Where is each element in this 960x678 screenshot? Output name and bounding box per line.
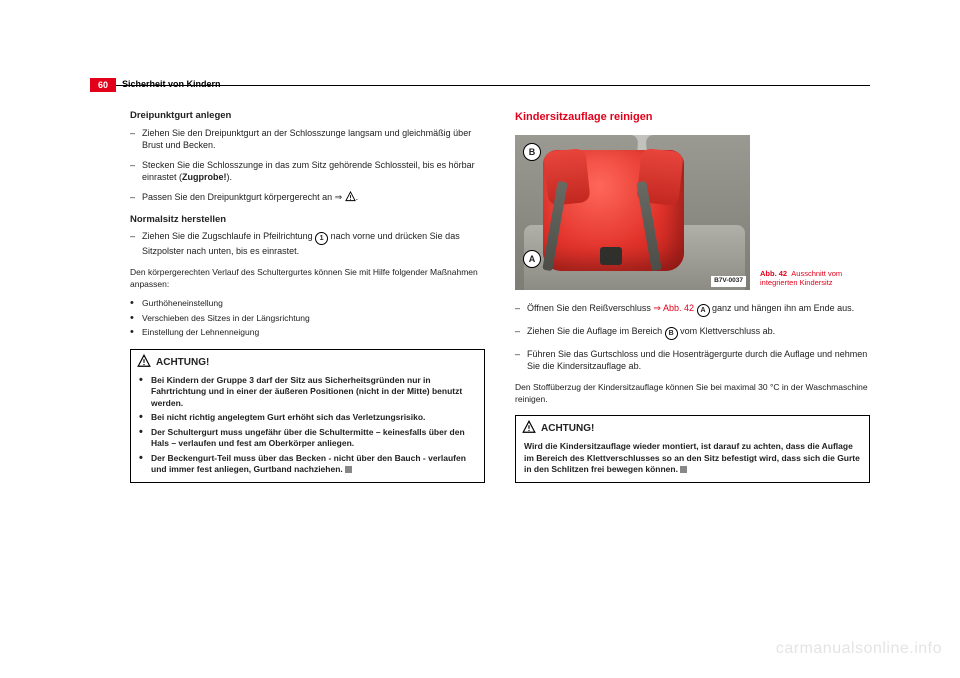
text: Ziehen Sie die Zugschlaufe in Pfeilricht… bbox=[142, 231, 315, 241]
text: . bbox=[356, 192, 359, 202]
figure-marker-b: B bbox=[523, 143, 541, 161]
warning-box-body: Wird die Kindersitzauflage wieder montie… bbox=[516, 439, 869, 481]
marker-circled: 1 bbox=[315, 232, 328, 245]
left-column: Dreipunktgurt anlegen Ziehen Sie den Dre… bbox=[130, 110, 485, 628]
heading-dreipunktgurt: Dreipunktgurt anlegen bbox=[130, 110, 485, 123]
paragraph: Den Stoffüberzug der Kindersitzauflage k… bbox=[515, 382, 870, 405]
end-mark-icon bbox=[345, 466, 352, 473]
paragraph: Den körpergerechten Verlauf des Schulter… bbox=[130, 267, 485, 290]
list-item: Ziehen Sie die Zugschlaufe in Pfeilricht… bbox=[130, 230, 485, 257]
bullet-item: Verschieben des Sitzes in der Längsricht… bbox=[130, 313, 485, 324]
list-item: Führen Sie das Gurtschloss und die Hosen… bbox=[515, 348, 870, 372]
warning-box-body: Bei Kindern der Gruppe 3 darf der Sitz a… bbox=[131, 373, 484, 482]
list-item: Öffnen Sie den Reißverschluss ⇒ Abb. 42 … bbox=[515, 302, 870, 317]
marker-circled: A bbox=[697, 304, 710, 317]
right-column: Kindersitzauflage reinigen B A B7V-0037 … bbox=[515, 110, 870, 628]
marker-circled: B bbox=[665, 327, 678, 340]
text: Wird die Kindersitzauflage wieder montie… bbox=[524, 441, 860, 474]
list-item: Ziehen Sie die Auflage im Bereich B vom … bbox=[515, 325, 870, 340]
warning-box: ACHTUNG! Bei Kindern der Gruppe 3 darf d… bbox=[130, 349, 485, 483]
manual-page: 60 Sicherheit von Kindern Dreipunktgurt … bbox=[0, 0, 960, 678]
text: Der Beckengurt-Teil muss über das Becken… bbox=[151, 453, 466, 474]
heading-normalsitz: Normalsitz herstellen bbox=[130, 214, 485, 227]
text-bold: Zugprobe! bbox=[182, 172, 227, 182]
text: Öffnen Sie den Reißverschluss bbox=[527, 303, 653, 313]
warning-title: ACHTUNG! bbox=[541, 422, 594, 436]
bullet-item: Bei Kindern der Gruppe 3 darf der Sitz a… bbox=[139, 375, 476, 409]
warning-icon bbox=[522, 420, 536, 437]
figure-number: Abb. 42 bbox=[760, 269, 787, 278]
text: ganz und hängen ihn am Ende aus. bbox=[710, 303, 855, 313]
text: Passen Sie den Dreipunktgurt körpergerec… bbox=[142, 192, 345, 202]
warning-box-header: ACHTUNG! bbox=[516, 416, 869, 439]
content-columns: Dreipunktgurt anlegen Ziehen Sie den Dre… bbox=[130, 110, 870, 628]
text: ). bbox=[227, 172, 233, 182]
page-number: 60 bbox=[90, 78, 116, 92]
bullet-item: Bei nicht richtig angelegtem Gurt erhöht… bbox=[139, 412, 476, 423]
bullet-item: Einstellung der Lehnenneigung bbox=[130, 327, 485, 338]
end-mark-icon bbox=[680, 466, 687, 473]
belt-buckle bbox=[600, 247, 622, 265]
warning-title: ACHTUNG! bbox=[156, 356, 209, 370]
warning-icon bbox=[345, 191, 356, 202]
list-item: Passen Sie den Dreipunktgurt körpergerec… bbox=[130, 191, 485, 203]
warning-box-header: ACHTUNG! bbox=[131, 350, 484, 373]
warning-icon bbox=[137, 354, 151, 371]
bullet-item: Der Beckengurt-Teil muss über das Becken… bbox=[139, 453, 476, 476]
list-item: Stecken Sie die Schlosszunge in das zum … bbox=[130, 159, 485, 183]
section-heading: Kindersitzauflage reinigen bbox=[515, 110, 870, 125]
figure-code: B7V-0037 bbox=[711, 276, 746, 287]
figure-caption: Abb. 42 Ausschnitt vom integrierten Kind… bbox=[760, 269, 860, 290]
running-head: Sicherheit von Kindern bbox=[122, 79, 221, 89]
list-item: Ziehen Sie den Dreipunktgurt an der Schl… bbox=[130, 127, 485, 151]
text: Ziehen Sie die Auflage im Bereich bbox=[527, 326, 665, 336]
figure-42: B A B7V-0037 bbox=[515, 135, 750, 290]
watermark: carmanualsonline.info bbox=[776, 640, 942, 658]
figure-marker-a: A bbox=[523, 250, 541, 268]
bullet-item: Der Schultergurt muss ungefähr über die … bbox=[139, 427, 476, 450]
warning-box: ACHTUNG! Wird die Kindersitzauflage wied… bbox=[515, 415, 870, 483]
figure-with-caption: B A B7V-0037 Abb. 42 Ausschnitt vom inte… bbox=[515, 135, 870, 290]
figure-ref: ⇒ Abb. 42 bbox=[653, 303, 694, 313]
bullet-item: Gurthöheneinstellung bbox=[130, 298, 485, 309]
text: vom Klettverschluss ab. bbox=[678, 326, 776, 336]
